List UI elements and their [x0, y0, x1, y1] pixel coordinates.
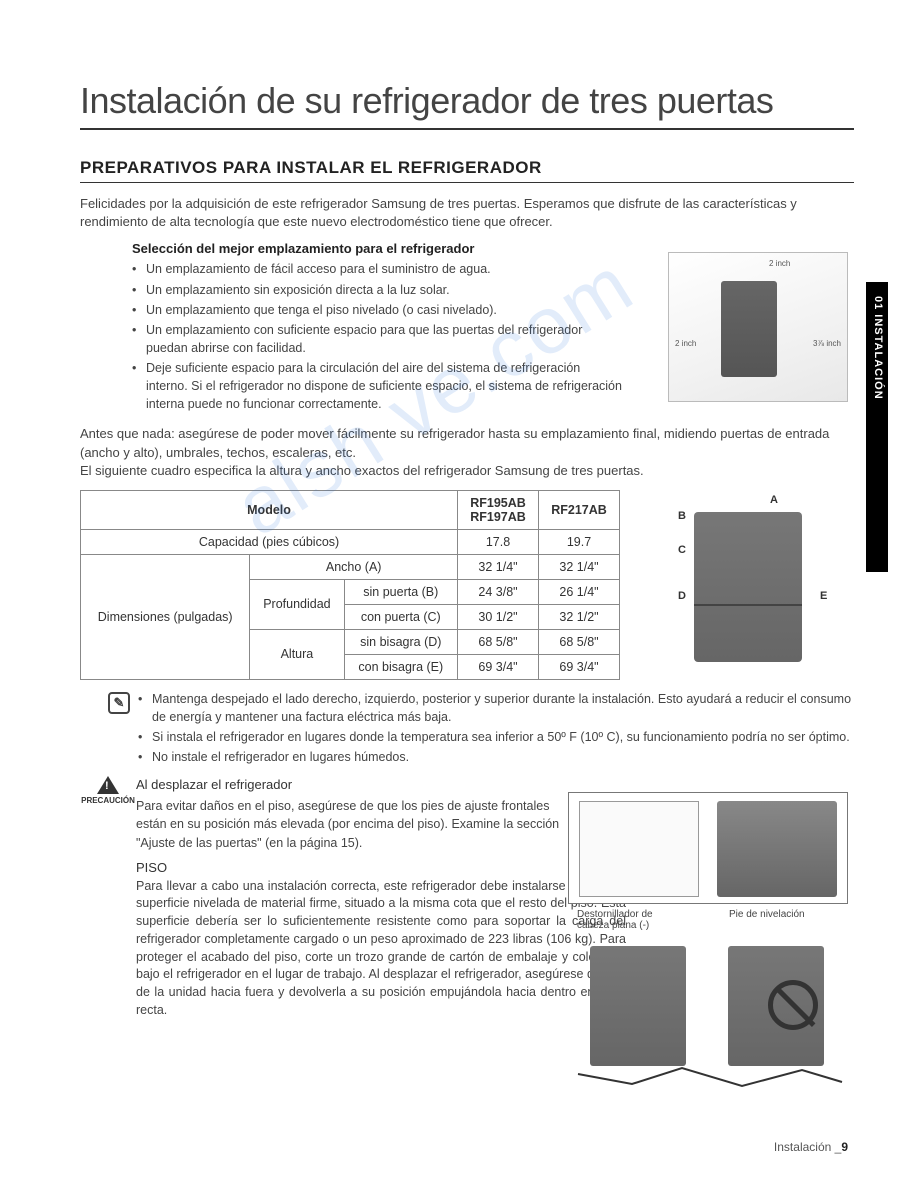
dim-label-b: B	[678, 510, 686, 522]
leveling-caption-right: Pie de nivelación	[729, 909, 805, 920]
row-dim-group: Dimensiones (pulgadas)	[81, 554, 250, 679]
cell: 24 3/8"	[458, 579, 539, 604]
bullet-text: Un emplazamiento de fácil acceso para el…	[146, 260, 491, 278]
row-depth-no-door: sin puerta (B)	[344, 579, 458, 604]
row-height-hinge: con bisagra (E)	[344, 654, 458, 679]
leveling-diagram: Destornillador de cabeza plana (-) Pie d…	[568, 792, 848, 904]
cell: 26 1/4"	[539, 579, 620, 604]
cell: 19.7	[539, 529, 620, 554]
leveling-caption-left: Destornillador de cabeza plana (-)	[577, 909, 687, 931]
row-width-label: Ancho (A)	[250, 554, 458, 579]
prohibit-icon	[768, 980, 818, 1030]
floor-diagram	[572, 940, 848, 1090]
cell: 68 5/8"	[539, 629, 620, 654]
cell: 32 1/4"	[539, 554, 620, 579]
installation-clearance-diagram: 2 inch 2 inch 3⅞ inch	[668, 252, 848, 402]
dim-label-e: E	[820, 590, 827, 602]
dim-label-c: C	[678, 544, 686, 556]
dimensions-table: Modelo RF195ABRF197AB RF217AB Capacidad …	[80, 490, 620, 680]
bullet-text: Deje suficiente espacio para la circulac…	[146, 359, 622, 413]
clearance-label-top: 2 inch	[769, 259, 790, 268]
caution-body: Para evitar daños en el piso, asegúrese …	[136, 797, 566, 851]
footer: Instalación _9	[774, 1140, 848, 1154]
row-capacity-label: Capacidad (pies cúbicos)	[81, 529, 458, 554]
th-col1: RF195ABRF197AB	[458, 490, 539, 529]
bullet-text: Un emplazamiento sin exposición directa …	[146, 281, 450, 299]
note-icon: ✎	[108, 692, 130, 714]
cell: 32 1/2"	[539, 604, 620, 629]
cell: 30 1/2"	[458, 604, 539, 629]
row-height-no-hinge: sin bisagra (D)	[344, 629, 458, 654]
note-text: No instale el refrigerador en lugares hú…	[152, 748, 409, 766]
location-bullets: •Un emplazamiento de fácil acceso para e…	[132, 260, 622, 413]
cell: 68 5/8"	[458, 629, 539, 654]
intro-text: Felicidades por la adquisición de este r…	[80, 195, 854, 231]
th-col2: RF217AB	[539, 490, 620, 529]
bullet-text: Un emplazamiento que tenga el piso nivel…	[146, 301, 497, 319]
page-title: Instalación de su refrigerador de tres p…	[80, 80, 854, 130]
row-depth-door: con puerta (C)	[344, 604, 458, 629]
dimension-letters-diagram: A B C D E	[648, 490, 848, 670]
note-block: ✎ •Mantenga despejado el lado derecho, i…	[80, 690, 854, 769]
side-tab-label: 01 INSTALACIÓN	[872, 296, 884, 400]
row-height-label: Altura	[250, 629, 344, 679]
cell: 17.8	[458, 529, 539, 554]
clearance-label-left: 2 inch	[675, 339, 696, 348]
section-heading: PREPARATIVOS PARA INSTALAR EL REFRIGERAD…	[80, 158, 854, 183]
dim-label-d: D	[678, 590, 686, 602]
cell: 69 3/4"	[539, 654, 620, 679]
caution-title: Al desplazar el refrigerador	[136, 776, 566, 795]
bullet-text: Un emplazamiento con suficiente espacio …	[146, 321, 622, 357]
floor-body: Para llevar a cabo una instalación corre…	[136, 878, 626, 1020]
caution-icon: PRECAUCIÓN	[80, 776, 136, 851]
row-depth-label: Profundidad	[250, 579, 344, 629]
note-text: Mantenga despejado el lado derecho, izqu…	[152, 690, 854, 726]
th-model: Modelo	[81, 490, 458, 529]
clearance-label-right: 3⅞ inch	[813, 339, 841, 348]
note-text: Si instala el refrigerador en lugares do…	[152, 728, 850, 746]
pre-table-text: Antes que nada: asegúrese de poder mover…	[80, 425, 854, 480]
cell: 32 1/4"	[458, 554, 539, 579]
cell: 69 3/4"	[458, 654, 539, 679]
dim-label-a: A	[770, 494, 778, 506]
